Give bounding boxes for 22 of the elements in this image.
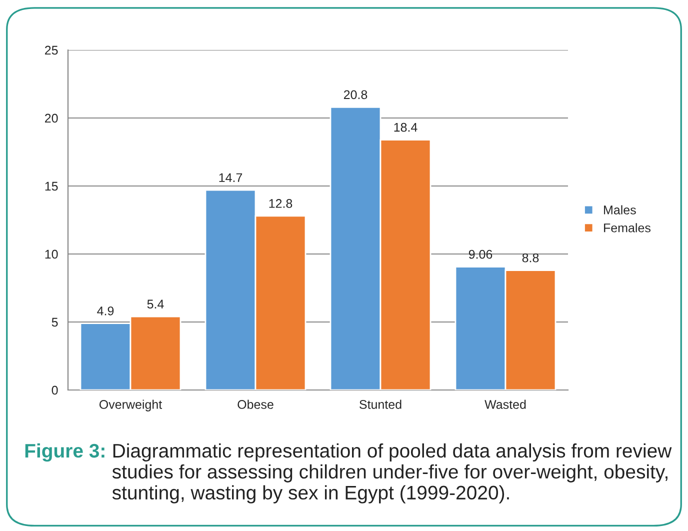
x-tick-label: Overweight [99, 400, 162, 412]
data-label: 20.8 [344, 90, 368, 100]
y-tick-label: 15 [45, 182, 58, 191]
data-label: 5.4 [147, 300, 164, 309]
legend-label: Males [604, 205, 636, 214]
y-tick-label: 25 [45, 46, 58, 55]
data-label: 14.7 [219, 173, 242, 182]
data-label: 12.8 [269, 199, 292, 208]
data-label: 4.9 [97, 306, 114, 316]
x-tick-label: Wasted [484, 400, 526, 409]
y-tick-label: 0 [52, 386, 58, 395]
x-tick-label: Stunted [360, 400, 402, 409]
y-tick-label: 10 [45, 250, 58, 259]
data-label: 9.06 [468, 250, 492, 259]
data-label: 8.8 [522, 253, 539, 262]
y-tick-label: 20 [45, 114, 58, 123]
data-label: 18.4 [394, 122, 418, 132]
legend-label: Females [604, 223, 650, 232]
text: Diagrammatic representation of pooled data analysis from review studies for assessing children under-five for over-weight, obesity, stunting, wasting by sex in Egypt (1999-2020). [112, 443, 672, 504]
x-tick-label: Obese [238, 400, 274, 409]
y-tick-label: 5 [52, 318, 58, 327]
caption: Figure 3: [25, 443, 104, 462]
